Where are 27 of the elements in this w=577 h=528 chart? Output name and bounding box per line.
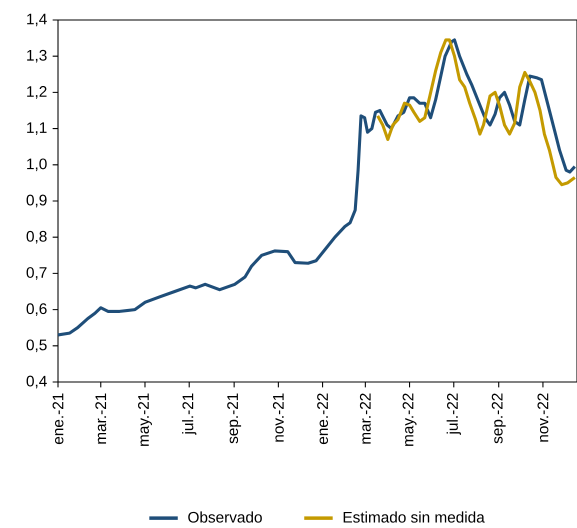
y-tick-label: 0,5	[26, 339, 47, 352]
x-tick-label: mar.-21	[95, 393, 106, 444]
y-tick-label: 0,6	[26, 303, 47, 316]
y-tick-label: 0,7	[26, 267, 47, 280]
line-series	[56, 38, 576, 336]
y-tick-label: 0,8	[26, 230, 47, 244]
line-series	[376, 38, 576, 186]
x-tick-label: may.-21	[138, 393, 152, 446]
y-tick-label: 1,3	[27, 50, 47, 63]
x-tick-label: ene.-22	[317, 393, 328, 444]
x-tick-label: may.-22	[402, 393, 416, 446]
x-tick-label: sep.-21	[227, 393, 242, 444]
y-tick-label: 1,2	[27, 86, 47, 99]
x-tick-label: jul.-21	[182, 393, 196, 435]
y-tick-label: 0,4	[26, 376, 47, 388]
y-tick-label: 1,1	[27, 122, 47, 135]
legend-label: Observado	[188, 511, 262, 523]
y-tick-label: 0,9	[26, 194, 47, 208]
x-tick-label: jul.-22	[446, 393, 461, 435]
x-tick-label: mar.-22	[360, 393, 371, 444]
y-tick-label: 1,0	[27, 158, 47, 172]
x-tick-label: nov.-21	[272, 393, 284, 442]
x-tick-label: ene.-21	[52, 393, 64, 444]
legend-label: Estimado sin medida	[344, 511, 485, 523]
x-tick-label: nov.-22	[538, 393, 548, 442]
x-tick-label: sep.-22	[492, 393, 506, 444]
y-tick-label: 1,4	[27, 14, 47, 26]
